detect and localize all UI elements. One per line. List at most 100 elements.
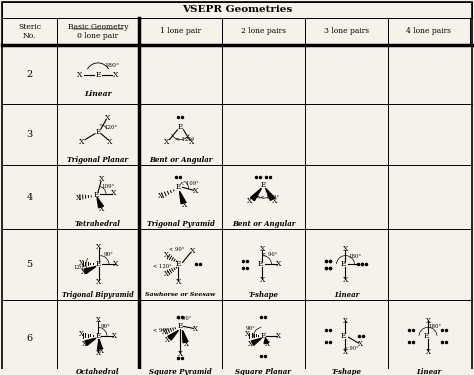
Text: 90°: 90° <box>101 324 111 329</box>
Text: X: X <box>158 192 163 200</box>
Text: 180°: 180° <box>104 63 119 68</box>
Text: 1 lone pair: 1 lone pair <box>160 27 201 36</box>
Text: 90°: 90° <box>104 252 114 257</box>
Text: < 109°: < 109° <box>180 181 199 186</box>
Text: 180°: 180° <box>428 324 442 329</box>
Text: 120°: 120° <box>73 265 87 270</box>
Text: X: X <box>79 330 83 338</box>
Text: Bent or Angular: Bent or Angular <box>232 220 295 228</box>
Text: 4: 4 <box>27 193 33 202</box>
Text: X: X <box>81 268 85 276</box>
Text: Linear: Linear <box>416 368 442 375</box>
Bar <box>305 18 388 45</box>
Text: X: X <box>82 340 86 348</box>
Polygon shape <box>97 197 103 208</box>
Text: < 120°: < 120° <box>175 137 194 142</box>
Text: Square Pyramid: Square Pyramid <box>149 368 212 375</box>
Polygon shape <box>264 338 269 344</box>
Text: E: E <box>261 182 266 189</box>
Text: Tetrahedral: Tetrahedral <box>75 220 121 228</box>
Text: X: X <box>276 261 281 268</box>
Text: X: X <box>100 205 105 213</box>
Text: E: E <box>178 322 183 330</box>
Text: Basic Geometry
0 lone pair: Basic Geometry 0 lone pair <box>68 23 128 40</box>
Text: Bent or Angular: Bent or Angular <box>149 156 212 164</box>
Text: Trigonal Planar: Trigonal Planar <box>67 156 128 164</box>
Bar <box>139 18 222 45</box>
Text: X: X <box>95 349 100 357</box>
Text: 5: 5 <box>27 260 33 269</box>
Text: X: X <box>193 326 198 333</box>
Text: E: E <box>95 332 101 340</box>
Text: Steric
No.: Steric No. <box>18 23 41 40</box>
Polygon shape <box>182 330 188 343</box>
Text: Square Planar: Square Planar <box>236 368 292 375</box>
Text: < 90°: < 90° <box>262 252 277 257</box>
Text: X: X <box>99 347 103 355</box>
Bar <box>57 18 139 45</box>
Text: E: E <box>258 261 263 268</box>
Text: X: X <box>77 71 82 79</box>
Text: Linear: Linear <box>334 291 359 299</box>
Text: Trigonal Bipyramid: Trigonal Bipyramid <box>62 291 134 299</box>
Text: E: E <box>341 261 346 268</box>
Text: 3: 3 <box>27 130 33 139</box>
Bar <box>222 18 305 45</box>
Polygon shape <box>265 188 274 200</box>
Polygon shape <box>251 338 262 345</box>
Text: E: E <box>341 332 346 340</box>
Text: X: X <box>184 340 189 348</box>
Bar <box>2 2 472 18</box>
Text: X: X <box>193 187 198 195</box>
Text: E: E <box>176 261 181 268</box>
Text: X: X <box>245 330 250 338</box>
Text: 2 lone pairs: 2 lone pairs <box>241 27 286 36</box>
Text: X: X <box>75 194 81 202</box>
Text: 4 lone pairs: 4 lone pairs <box>407 27 452 36</box>
Polygon shape <box>180 191 186 204</box>
Text: Linear: Linear <box>84 90 112 98</box>
Text: E: E <box>176 183 181 191</box>
Text: X: X <box>107 138 113 146</box>
Text: 90°: 90° <box>246 326 255 331</box>
Text: X: X <box>162 328 167 336</box>
Text: < 90°: < 90° <box>153 328 168 333</box>
Text: X: X <box>164 138 169 146</box>
Text: E: E <box>261 332 266 340</box>
Text: X: X <box>426 348 430 356</box>
Polygon shape <box>98 339 102 349</box>
Text: < 90°: < 90° <box>169 247 184 252</box>
Text: Trigonal Pyramid: Trigonal Pyramid <box>146 220 214 228</box>
Text: E: E <box>95 261 101 268</box>
Text: X: X <box>248 340 253 348</box>
Text: 2: 2 <box>27 70 33 79</box>
Text: X: X <box>111 189 117 197</box>
Text: < 90°: < 90° <box>344 345 359 351</box>
Text: X: X <box>265 340 270 348</box>
Text: X: X <box>260 276 265 284</box>
Text: X: X <box>189 138 194 146</box>
Text: E: E <box>95 128 101 136</box>
Text: 120°: 120° <box>104 125 118 130</box>
Text: X: X <box>79 258 83 267</box>
Text: X: X <box>105 114 111 122</box>
Text: X: X <box>343 245 348 253</box>
Text: X: X <box>260 245 265 253</box>
Bar <box>2 18 57 45</box>
Text: T-shape: T-shape <box>248 291 279 299</box>
Polygon shape <box>84 267 96 274</box>
Text: X: X <box>276 332 281 340</box>
Text: 6: 6 <box>27 334 33 343</box>
Text: X: X <box>95 315 100 324</box>
Text: E: E <box>178 123 183 131</box>
Text: X: X <box>111 332 117 340</box>
Text: X: X <box>426 316 430 324</box>
Text: X: X <box>113 261 118 268</box>
Text: X: X <box>164 251 169 259</box>
Text: E: E <box>95 71 101 79</box>
Text: X: X <box>164 270 169 278</box>
Text: E: E <box>93 191 99 199</box>
Text: X: X <box>100 176 105 183</box>
Text: VSEPR Geometries: VSEPR Geometries <box>182 5 292 14</box>
Text: << 109°: << 109° <box>256 195 279 200</box>
